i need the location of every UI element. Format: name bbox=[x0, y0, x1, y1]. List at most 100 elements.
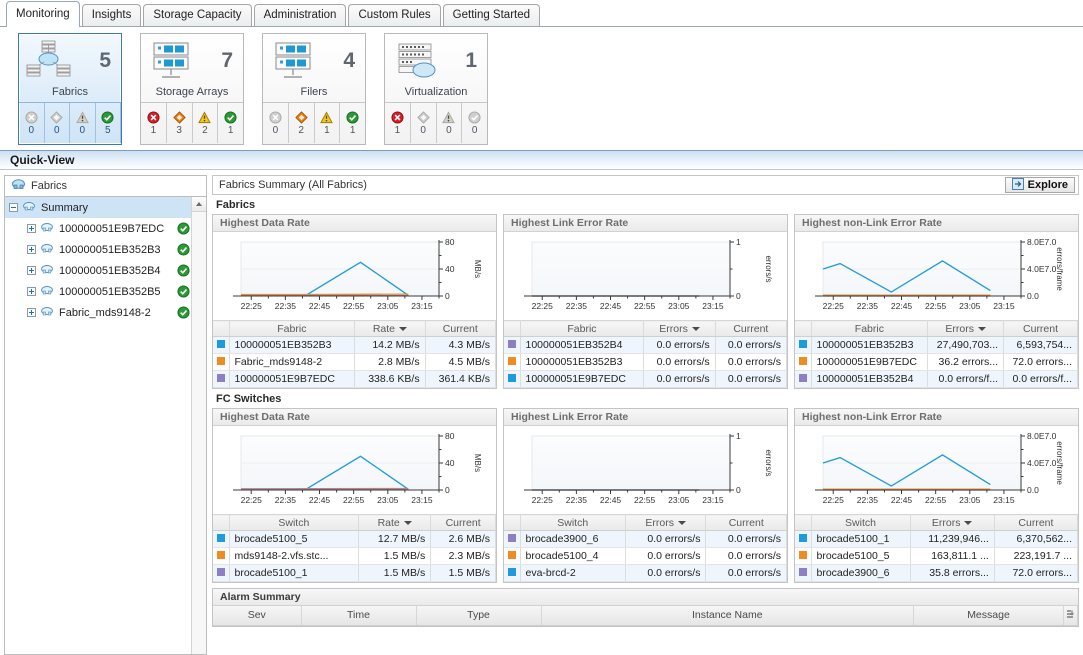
col-metric[interactable]: Rate bbox=[354, 320, 426, 337]
tree-item-1[interactable]: 100000051EB352B3 bbox=[5, 239, 206, 260]
tab-getting-started[interactable]: Getting Started bbox=[442, 4, 541, 26]
expand-expander-icon[interactable] bbox=[27, 287, 36, 296]
severity-unknown[interactable]: 0 bbox=[19, 103, 45, 143]
alarm-col-instance-name[interactable]: Instance Name bbox=[541, 606, 914, 626]
severity-normal[interactable]: 1 bbox=[340, 103, 365, 143]
table-row[interactable]: 100000051EB352B3 27,490,703... 6,593,754… bbox=[795, 336, 1078, 354]
table-row[interactable]: brocade5100_5 163,811.1 ... 223,191.7 ..… bbox=[795, 547, 1079, 565]
table-row[interactable]: 100000051E9B7EDC 338.6 KB/s 361.4 KB/s bbox=[213, 370, 497, 388]
row-name: 100000051E9B7EDC bbox=[229, 370, 356, 388]
tree-item-0[interactable]: 100000051E9B7EDC bbox=[5, 218, 206, 239]
critical-icon bbox=[172, 110, 186, 124]
main-tabbar: Monitoring Insights Storage Capacity Admini… bbox=[0, 0, 1083, 27]
severity-warning[interactable]: 0 bbox=[70, 103, 96, 143]
collapse-expander-icon[interactable] bbox=[9, 203, 18, 212]
svg-text:23:15: 23:15 bbox=[993, 301, 1015, 311]
tree-root-summary[interactable]: Summary bbox=[5, 197, 206, 218]
table-row[interactable]: 100000051E9B7EDC 36.2 errors... 72.0 err… bbox=[795, 353, 1078, 371]
card-fabrics[interactable]: 5 Fabrics 0 0 0 5 bbox=[18, 33, 122, 145]
series-color-swatch bbox=[213, 564, 230, 582]
tree-item-2[interactable]: 100000051EB352B4 bbox=[5, 260, 206, 281]
severity-warning[interactable]: 0 bbox=[437, 103, 463, 143]
col-name[interactable]: Fabric bbox=[520, 320, 645, 337]
alarm-col-message[interactable]: Message bbox=[913, 606, 1064, 626]
col-current[interactable]: Current bbox=[994, 514, 1079, 531]
svg-text:4.0E7.0: 4.0E7.0 bbox=[1027, 264, 1057, 274]
severity-warning[interactable]: 2 bbox=[193, 103, 219, 143]
tree-header[interactable]: Fabrics bbox=[4, 175, 207, 197]
alarm-col-type[interactable]: Type bbox=[416, 606, 542, 626]
severity-critical[interactable]: 2 bbox=[289, 103, 315, 143]
severity-normal[interactable]: 0 bbox=[462, 103, 487, 143]
table-row[interactable]: brocade5100_4 0.0 errors/s 0.0 errors/s bbox=[504, 547, 787, 565]
severity-critical[interactable]: 0 bbox=[411, 103, 437, 143]
table-row[interactable]: 100000051EB352B4 0.0 errors/s 0.0 errors… bbox=[504, 336, 788, 354]
severity-normal[interactable]: 5 bbox=[96, 103, 121, 143]
col-name[interactable]: Fabric bbox=[811, 320, 929, 337]
row-current: 0.0 errors/s bbox=[715, 336, 788, 354]
severity-error[interactable]: 1 bbox=[385, 103, 411, 143]
normal-icon bbox=[468, 110, 481, 124]
card-storage-arrays[interactable]: 7 Storage Arrays 1 3 2 1 bbox=[140, 33, 244, 145]
alarm-summary-table: Sev Time Type Instance Name Message bbox=[213, 606, 1078, 626]
expand-expander-icon[interactable] bbox=[27, 224, 36, 233]
table-row[interactable]: brocade5100_5 12.7 MB/s 2.6 MB/s bbox=[213, 530, 496, 548]
table-row[interactable]: brocade3900_6 0.0 errors/s 0.0 errors/s bbox=[504, 530, 787, 548]
col-current[interactable]: Current bbox=[425, 320, 497, 337]
severity-error[interactable]: 1 bbox=[141, 103, 167, 143]
col-metric[interactable]: Errors bbox=[910, 514, 995, 531]
severity-critical[interactable]: 0 bbox=[45, 103, 70, 143]
tab-insights[interactable]: Insights bbox=[81, 4, 142, 26]
table-row[interactable]: 100000051E9B7EDC 0.0 errors/s 0.0 errors… bbox=[504, 370, 788, 388]
tab-storage-capacity[interactable]: Storage Capacity bbox=[143, 4, 252, 26]
fabric-icon bbox=[40, 285, 54, 299]
col-metric[interactable]: Errors bbox=[643, 320, 716, 337]
col-name[interactable]: Fabric bbox=[229, 320, 356, 337]
col-metric[interactable]: Errors bbox=[625, 514, 707, 531]
tree-item-4[interactable]: Fabric_mds9148-2 bbox=[5, 302, 206, 323]
scroll-up-icon[interactable] bbox=[192, 197, 206, 212]
row-name: mds9148-2.vfs.stc... bbox=[229, 547, 360, 565]
col-current[interactable]: Current bbox=[1003, 320, 1078, 337]
tree-scrollbar[interactable] bbox=[191, 197, 206, 654]
severity-unknown[interactable]: 0 bbox=[263, 103, 289, 143]
col-current[interactable]: Current bbox=[430, 514, 496, 531]
table-row[interactable]: 100000051EB352B3 0.0 errors/s 0.0 errors… bbox=[504, 353, 788, 371]
table-row[interactable]: mds9148-2.vfs.stc... 1.5 MB/s 2.3 MB/s bbox=[213, 547, 496, 565]
severity-warning[interactable]: 1 bbox=[315, 103, 341, 143]
col-name[interactable]: Switch bbox=[520, 514, 626, 531]
table-row[interactable]: eva-brcd-2 0.0 errors/s 0.0 errors/s bbox=[504, 564, 787, 582]
alarm-col-sev[interactable]: Sev bbox=[213, 606, 302, 626]
card-virtualization[interactable]: 1 Virtualization 1 0 0 0 bbox=[384, 33, 488, 145]
table-switches-nonlink-error-rate: Switch Errors Current brocade5100_1 11,2… bbox=[795, 514, 1079, 582]
table-row[interactable]: brocade5100_1 11,239,946... 6,370,562... bbox=[795, 530, 1079, 548]
tab-monitoring[interactable]: Monitoring bbox=[6, 1, 80, 27]
tab-custom-rules[interactable]: Custom Rules bbox=[348, 4, 441, 26]
expand-expander-icon[interactable] bbox=[27, 308, 36, 317]
table-row[interactable]: 100000051EB352B3 14.2 MB/s 4.3 MB/s bbox=[213, 336, 497, 354]
col-current[interactable]: Current bbox=[705, 514, 787, 531]
severity-critical[interactable]: 3 bbox=[167, 103, 193, 143]
col-metric[interactable]: Errors bbox=[927, 320, 1005, 337]
expand-expander-icon[interactable] bbox=[27, 266, 36, 275]
column-settings-icon[interactable] bbox=[1063, 606, 1078, 626]
explore-button[interactable]: Explore bbox=[1004, 177, 1075, 193]
col-metric[interactable]: Rate bbox=[358, 514, 432, 531]
col-name[interactable]: Switch bbox=[811, 514, 911, 531]
normal-icon bbox=[346, 110, 359, 124]
alarm-col-time[interactable]: Time bbox=[301, 606, 417, 626]
severity-normal[interactable]: 1 bbox=[218, 103, 243, 143]
chart-switches-link-error-rate: 0 1 errors/s 22:25 22:35 22:45 22:55 23:05 23:15 bbox=[504, 426, 787, 514]
table-row[interactable]: brocade3900_6 35.8 errors... 72.0 errors… bbox=[795, 564, 1079, 582]
col-color bbox=[504, 514, 521, 531]
expand-expander-icon[interactable] bbox=[27, 245, 36, 254]
col-name[interactable]: Switch bbox=[229, 514, 360, 531]
card-filers[interactable]: 4 Filers 0 2 1 1 bbox=[262, 33, 366, 145]
table-row[interactable]: Fabric_mds9148-2 2.8 MB/s 4.5 MB/s bbox=[213, 353, 497, 371]
col-current[interactable]: Current bbox=[715, 320, 788, 337]
table-row[interactable]: 100000051EB352B4 0.0 errors/f... 0.0 err… bbox=[795, 370, 1078, 388]
table-fabrics-link-error-rate: Fabric Errors Current 100000051EB352B4 0… bbox=[504, 320, 788, 388]
tab-administration[interactable]: Administration bbox=[253, 4, 347, 26]
tree-item-3[interactable]: 100000051EB352B5 bbox=[5, 281, 206, 302]
table-row[interactable]: brocade5100_1 1.5 MB/s 1.5 MB/s bbox=[213, 564, 496, 582]
